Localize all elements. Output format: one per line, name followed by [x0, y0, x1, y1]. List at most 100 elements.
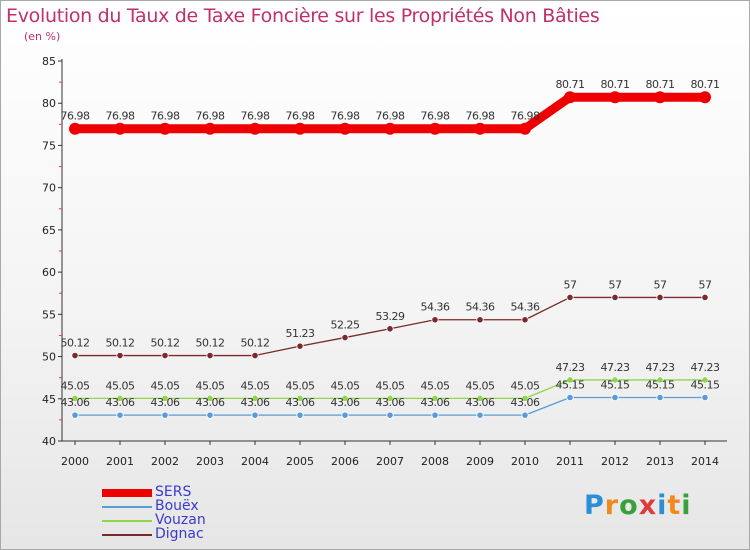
data-point [431, 411, 439, 419]
data-point [474, 122, 486, 135]
data-label: 45.15 [691, 379, 720, 392]
data-label: 76.98 [511, 110, 540, 123]
data-point [476, 411, 484, 419]
data-label: 76.98 [106, 110, 135, 123]
logo-letter: x [638, 490, 658, 521]
data-point [341, 333, 349, 342]
data-point [566, 293, 574, 302]
legend-item-sers: SERS [102, 484, 302, 500]
data-label: 45.15 [601, 379, 630, 392]
data-point [699, 91, 711, 104]
data-label: 45.05 [106, 379, 135, 392]
x-tick-label: 2004 [241, 455, 269, 468]
legend-label: SERS [155, 484, 192, 500]
legend-swatch [102, 520, 152, 522]
data-point [251, 411, 259, 419]
data-label: 50.12 [196, 337, 225, 350]
data-label: 76.98 [331, 110, 360, 123]
y-tick-label: 70 [42, 182, 56, 195]
y-tick-label: 85 [42, 55, 56, 68]
data-point [161, 351, 169, 360]
data-point [566, 376, 574, 384]
x-tick-label: 2006 [331, 455, 359, 468]
data-label: 57 [564, 278, 577, 291]
x-tick-label: 2013 [646, 455, 674, 468]
data-point [294, 122, 306, 135]
data-label: 76.98 [151, 110, 180, 123]
data-point [71, 394, 79, 402]
data-label: 45.05 [466, 379, 495, 392]
data-point [656, 376, 664, 384]
data-label: 43.06 [331, 396, 360, 409]
x-tick-label: 2000 [61, 455, 89, 468]
x-tick-label: 2010 [511, 455, 539, 468]
data-point [521, 394, 529, 402]
data-point [611, 293, 619, 302]
data-label: 45.15 [556, 379, 585, 392]
data-point [386, 325, 394, 333]
data-point [521, 316, 529, 324]
data-label: 80.71 [691, 78, 720, 91]
data-label: 80.71 [646, 78, 675, 91]
chart-subtitle: (en %) [24, 30, 61, 43]
data-point [296, 394, 304, 402]
data-label: 57 [654, 278, 667, 291]
data-point [206, 394, 214, 402]
chart-legend: SERS Bouëx Vouzan Dignac [102, 484, 302, 542]
legend-swatch [102, 534, 152, 536]
data-point [251, 394, 259, 402]
legend-item-bouëx: Bouëx [102, 498, 302, 514]
data-label: 50.12 [151, 337, 180, 350]
data-label: 57 [609, 278, 622, 291]
data-point [654, 91, 666, 104]
y-tick-label: 60 [42, 266, 56, 279]
data-point [71, 351, 79, 360]
data-point [521, 411, 529, 419]
data-label: 47.23 [601, 361, 630, 374]
x-tick-label: 2007 [376, 455, 404, 468]
data-label: 43.06 [466, 396, 495, 409]
data-label: 43.06 [106, 396, 135, 409]
data-label: 43.06 [376, 396, 405, 409]
data-point [116, 411, 124, 419]
legend-label: Bouëx [155, 498, 199, 514]
data-point [476, 316, 484, 324]
data-label: 45.05 [421, 379, 450, 392]
x-tick-label: 2002 [151, 455, 179, 468]
data-point [204, 122, 216, 135]
legend-label: Vouzan [155, 512, 206, 528]
x-tick-label: 2012 [601, 455, 629, 468]
data-point [519, 122, 531, 135]
data-point [251, 351, 259, 360]
data-label: 80.71 [556, 78, 585, 91]
data-label: 54.36 [511, 301, 540, 314]
data-label: 76.98 [421, 110, 450, 123]
data-label: 47.23 [556, 361, 585, 374]
data-label: 43.06 [151, 396, 180, 409]
data-point [656, 393, 664, 402]
data-point [206, 351, 214, 360]
data-label: 47.23 [691, 361, 720, 374]
logo-letter: P [584, 490, 605, 521]
data-point [566, 393, 574, 402]
data-point [341, 411, 349, 419]
x-tick-label: 2005 [286, 455, 314, 468]
y-tick-label: 50 [42, 351, 56, 364]
x-tick-label: 2001 [106, 455, 134, 468]
data-label: 54.36 [421, 301, 450, 314]
data-point [701, 293, 709, 302]
data-label: 43.06 [421, 396, 450, 409]
data-label: 50.12 [241, 337, 270, 350]
data-label: 43.06 [241, 396, 270, 409]
data-label: 43.06 [196, 396, 225, 409]
data-point [564, 91, 576, 104]
data-point [296, 411, 304, 419]
data-point [431, 394, 439, 402]
data-label: 76.98 [466, 110, 495, 123]
logo-letter: o [619, 490, 639, 521]
logo-letter: i [681, 490, 692, 521]
data-label: 50.12 [106, 337, 135, 350]
y-tick-label: 40 [42, 435, 56, 448]
